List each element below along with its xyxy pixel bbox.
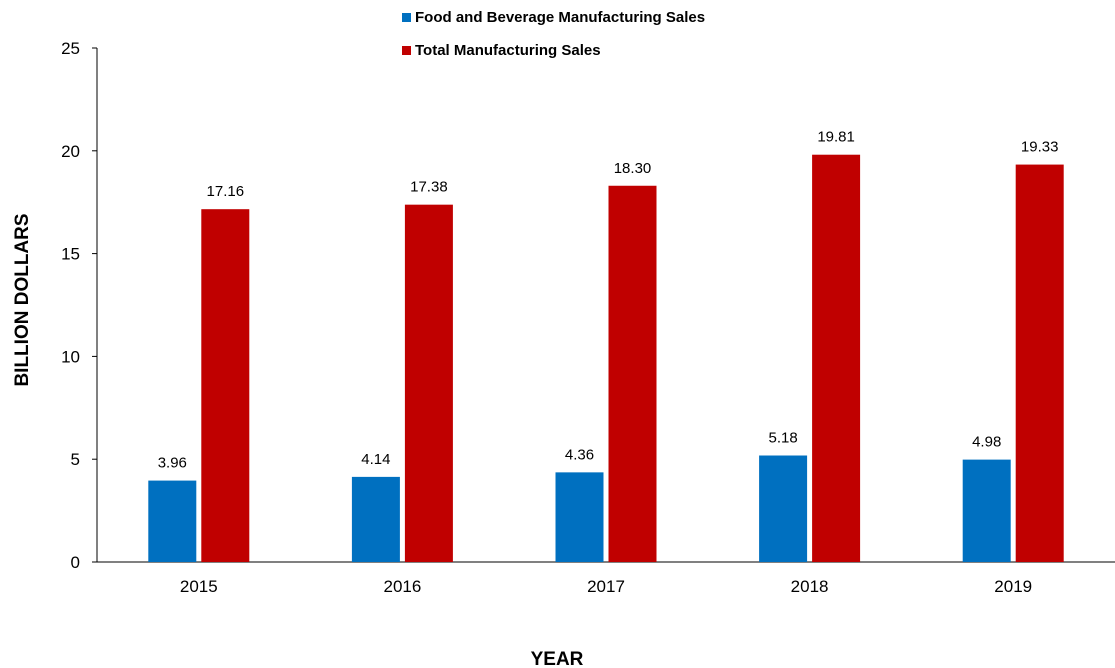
data-label: 3.96 [158,455,187,472]
legend-swatch [402,13,411,22]
data-label: 17.38 [410,179,448,196]
bar-food-beverage-2017 [555,472,604,562]
data-label: 18.30 [614,160,652,177]
legend-label: Food and Beverage Manufacturing Sales [415,9,705,26]
bar-food-beverage-2016 [351,476,400,562]
y-tick-label: 25 [61,39,80,58]
y-axis-title: BILLION DOLLARS [12,213,33,386]
data-label: 5.18 [768,429,797,446]
data-label: 4.14 [361,451,390,468]
bar-food-beverage-2019 [962,459,1011,562]
bar-total-2017 [608,185,657,562]
x-tick-label: 2017 [587,577,625,596]
legend: Food and Beverage Manufacturing Sales Tot… [402,9,705,59]
legend-label: Total Manufacturing Sales [415,42,601,59]
x-axis-title: YEAR [531,649,584,668]
data-label: 19.81 [817,129,855,146]
bar-total-2019 [1015,164,1064,562]
data-label: 4.98 [972,434,1001,451]
data-labels: 3.96 4.14 4.36 5.18 4.98 17.16 17.38 18.30 19.81… [158,129,1059,472]
y-tick-label: 5 [71,450,80,469]
y-tick-label: 20 [61,142,80,161]
bar-food-beverage-2018 [759,455,808,562]
bar-total-2016 [404,204,453,562]
x-axis: 2015 2016 2017 2018 2019 [97,561,1115,596]
x-tick-label: 2015 [180,577,218,596]
x-tick-label: 2019 [994,577,1032,596]
bar-total-2015 [201,209,250,562]
legend-swatch [402,46,411,55]
y-tick-label: 0 [71,553,80,572]
y-tick-label: 15 [61,245,80,264]
bar-food-beverage-2015 [148,480,197,562]
y-axis: 0 5 10 15 20 25 [61,39,98,572]
data-label: 4.36 [565,446,594,463]
x-tick-label: 2018 [791,577,829,596]
data-label: 19.33 [1021,139,1059,156]
x-tick-label: 2016 [383,577,421,596]
bars [148,154,1064,562]
data-label: 17.16 [207,183,245,200]
y-tick-label: 10 [61,347,80,366]
bar-total-2018 [812,154,861,562]
